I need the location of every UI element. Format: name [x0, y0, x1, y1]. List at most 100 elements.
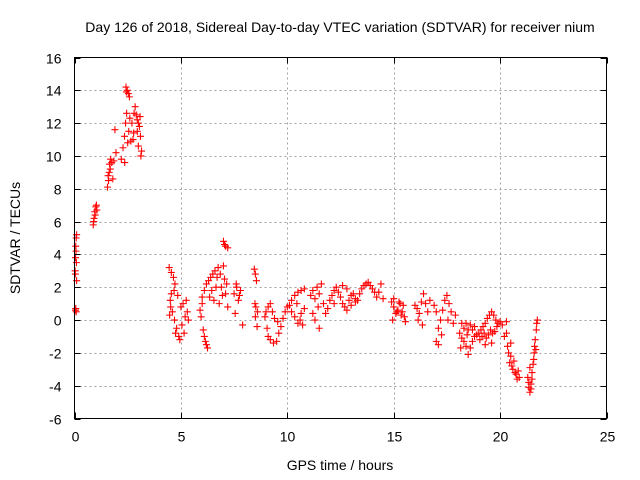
- data-point: [309, 287, 317, 295]
- data-point: [317, 280, 325, 288]
- data-point: [296, 316, 304, 324]
- data-points-layer: [71, 83, 541, 396]
- data-point: [504, 342, 512, 350]
- data-point: [132, 111, 140, 119]
- data-point: [393, 308, 401, 316]
- data-point: [297, 287, 305, 295]
- data-point: [530, 349, 538, 357]
- data-point: [104, 172, 112, 180]
- data-point: [204, 344, 211, 352]
- data-point: [377, 280, 385, 288]
- data-point: [93, 206, 101, 214]
- data-point: [277, 323, 285, 331]
- data-point: [397, 311, 405, 319]
- data-point: [208, 287, 216, 295]
- data-point: [530, 355, 538, 363]
- data-point: [415, 309, 423, 317]
- data-point: [507, 339, 515, 347]
- data-point: [322, 309, 330, 317]
- data-point: [111, 126, 119, 134]
- y-axis-label: SDTVAR / TECUs: [7, 182, 23, 294]
- data-point: [527, 385, 535, 393]
- data-point: [441, 296, 449, 304]
- data-point: [251, 270, 259, 278]
- data-point: [438, 331, 446, 339]
- data-point: [72, 259, 80, 267]
- data-point: [129, 136, 137, 144]
- data-point: [206, 293, 214, 301]
- data-point: [288, 308, 296, 316]
- data-point: [528, 369, 536, 377]
- data-point: [166, 296, 174, 304]
- data-point: [261, 313, 269, 321]
- data-point: [531, 342, 539, 350]
- y-tick-labels: -6 -4 -2 0 2 4 6 8 10 12 14 16: [46, 51, 62, 428]
- data-point: [200, 332, 208, 340]
- data-point: [179, 300, 187, 308]
- data-point: [491, 328, 499, 336]
- data-point: [168, 308, 176, 316]
- data-point: [175, 332, 183, 340]
- data-point: [337, 293, 344, 301]
- data-point: [178, 321, 186, 329]
- data-point: [343, 306, 351, 314]
- data-point: [239, 321, 247, 329]
- y-tick-label: -2: [49, 346, 62, 362]
- data-point: [514, 367, 522, 375]
- data-point: [524, 373, 532, 381]
- data-point: [210, 296, 218, 304]
- data-point: [122, 88, 130, 96]
- data-point: [221, 275, 229, 283]
- data-point: [133, 127, 141, 135]
- data-point: [266, 336, 274, 344]
- data-point: [128, 119, 136, 127]
- x-tick-label: 10: [280, 429, 296, 445]
- data-point: [197, 313, 205, 321]
- data-point: [434, 324, 442, 332]
- data-point: [92, 203, 100, 211]
- data-point: [224, 244, 232, 252]
- data-point: [221, 241, 229, 249]
- data-point: [134, 119, 142, 127]
- data-point: [432, 308, 440, 316]
- data-point: [213, 273, 221, 281]
- data-point: [326, 296, 334, 304]
- data-point: [91, 211, 99, 219]
- data-point: [250, 265, 258, 273]
- data-point: [394, 306, 402, 314]
- data-point: [314, 303, 322, 311]
- data-point: [123, 109, 131, 117]
- data-point: [460, 324, 468, 332]
- data-point: [375, 288, 383, 296]
- data-point: [533, 319, 541, 327]
- data-point: [528, 375, 536, 383]
- data-point: [219, 237, 227, 245]
- data-point: [417, 298, 425, 306]
- data-point: [131, 103, 139, 111]
- y-tick-label: 10: [46, 149, 62, 165]
- y-tick-label: 8: [54, 182, 62, 198]
- data-point: [309, 309, 317, 317]
- data-point: [532, 326, 540, 334]
- data-point: [373, 293, 381, 301]
- data-point: [291, 313, 299, 321]
- y-tick-label: 4: [54, 247, 62, 263]
- data-point: [457, 344, 465, 352]
- data-point: [218, 291, 226, 299]
- x-tick-label: 0: [72, 429, 80, 445]
- data-point: [275, 329, 283, 337]
- data-point: [288, 296, 296, 304]
- x-tick-label: 20: [493, 429, 509, 445]
- data-point: [525, 378, 533, 386]
- data-point: [181, 313, 189, 321]
- data-point: [488, 339, 496, 347]
- y-tick-label: 0: [54, 313, 62, 329]
- data-point: [481, 319, 489, 327]
- y-tick-label: 14: [46, 83, 62, 99]
- data-point: [311, 316, 319, 324]
- data-point: [253, 323, 261, 331]
- data-point: [109, 175, 117, 183]
- data-point: [214, 264, 222, 272]
- data-point: [165, 264, 173, 272]
